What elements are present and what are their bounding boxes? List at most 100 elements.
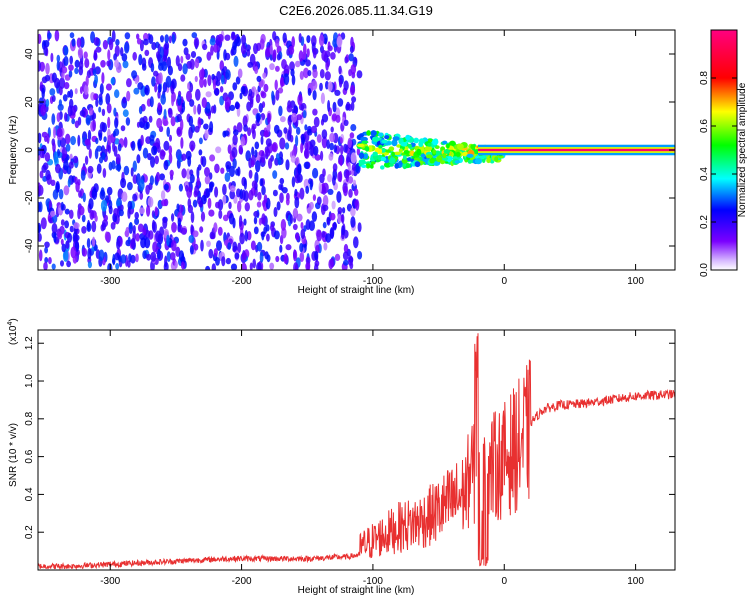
spectrogram-cell bbox=[268, 158, 273, 169]
spectrogram-cell bbox=[243, 178, 247, 190]
spectrogram-cell bbox=[150, 156, 155, 168]
spectrogram-cell bbox=[163, 140, 170, 151]
spectrogram-cell bbox=[108, 205, 113, 215]
spectrogram-cell bbox=[106, 60, 111, 67]
spectrogram-cell bbox=[389, 163, 394, 167]
spectrogram-cell bbox=[60, 238, 64, 246]
spectrogram-cell bbox=[311, 80, 318, 91]
spectrogram-cell bbox=[81, 214, 86, 223]
spectrogram-cell bbox=[347, 161, 351, 172]
snr-series-line bbox=[38, 333, 675, 570]
spectrogram-cell bbox=[247, 61, 254, 68]
spectrogram-cell bbox=[94, 148, 99, 160]
spectrogram-cell bbox=[171, 78, 177, 90]
spectrogram-cell bbox=[137, 223, 144, 233]
spectrogram-cell bbox=[38, 184, 44, 196]
spectrogram-cell bbox=[60, 137, 66, 148]
spectrogram-cell bbox=[125, 226, 130, 238]
spectrogram-cell bbox=[209, 37, 216, 46]
spectrogram-cell bbox=[160, 190, 166, 201]
spectrogram-cell bbox=[197, 116, 202, 129]
spectrogram-cell bbox=[322, 168, 326, 177]
spectrogram-cell bbox=[180, 74, 186, 82]
spectrogram-cell bbox=[88, 148, 92, 159]
spectrogram-cell bbox=[372, 151, 378, 157]
snr-xtick-label: -200 bbox=[232, 576, 252, 587]
spectrogram-cell bbox=[359, 152, 365, 159]
spectrogram-cell bbox=[365, 163, 371, 169]
spectrogram-cell bbox=[312, 89, 317, 101]
spectrogram-cell bbox=[304, 148, 309, 159]
spectrogram-cell bbox=[114, 59, 119, 68]
spectrogram-cell bbox=[229, 185, 236, 193]
spectrogram-cell bbox=[44, 241, 50, 248]
spectrogram-cell bbox=[136, 38, 142, 45]
snr-frame bbox=[37, 329, 676, 571]
spectrogram-cell bbox=[466, 153, 474, 158]
spectrogram-cell bbox=[202, 43, 208, 51]
spectrogram-cell bbox=[103, 136, 107, 143]
spectrogram-cell bbox=[41, 76, 48, 84]
spectrogram-cell bbox=[351, 163, 357, 171]
spectrogram-cell bbox=[74, 59, 80, 68]
spectrogram-cell bbox=[309, 144, 315, 157]
spectrogram-cell bbox=[277, 87, 284, 94]
spectrogram-cell bbox=[131, 140, 136, 151]
spectrogram-cell bbox=[320, 150, 324, 161]
spectrogram-cell bbox=[355, 199, 360, 211]
spectrogram-cell bbox=[442, 152, 447, 159]
spectrogram-cell bbox=[180, 261, 186, 270]
spectrogram-cell bbox=[296, 126, 301, 135]
spectrogram-cell bbox=[285, 198, 290, 206]
spectrogram-cell bbox=[108, 161, 113, 171]
spectrogram-cell bbox=[326, 139, 330, 150]
spectrogram-cell bbox=[98, 106, 102, 113]
spectrogram-cell bbox=[52, 189, 59, 200]
spectrogram-cell bbox=[212, 79, 217, 91]
spectrogram-cell bbox=[165, 75, 172, 88]
spectrogram-cell bbox=[145, 121, 150, 129]
spectrogram-cell bbox=[125, 117, 131, 126]
spectrogram-cell bbox=[266, 233, 270, 242]
spectrogram-cell bbox=[341, 225, 345, 236]
spectrogram-cell bbox=[220, 74, 225, 85]
spectrogram-cell bbox=[263, 83, 269, 93]
spectrogram-cell bbox=[186, 90, 192, 103]
spectrogram-cell bbox=[174, 260, 178, 269]
spectrogram-cell bbox=[253, 216, 258, 225]
spectrogram-cell bbox=[272, 189, 278, 197]
spectrogram-cell bbox=[223, 130, 230, 137]
spectrogram-cell bbox=[332, 221, 337, 231]
spectrogram-cell bbox=[152, 241, 158, 253]
spectrogram-cell bbox=[394, 163, 400, 169]
spectrogram-cell bbox=[180, 137, 184, 149]
spectrogram-cell bbox=[38, 201, 41, 213]
spectrogram-cell bbox=[110, 222, 116, 230]
spectrogram-cell bbox=[350, 216, 356, 228]
spectrogram-cell bbox=[303, 67, 309, 79]
spectrogram-cell bbox=[230, 48, 234, 56]
spectrogram-cell bbox=[107, 116, 111, 129]
spectrogram-cell bbox=[122, 96, 127, 104]
spectrogram-cell bbox=[61, 146, 68, 159]
spectrogram-cell bbox=[101, 145, 105, 154]
spectrogram-cell bbox=[142, 227, 147, 236]
spectrogram-cell bbox=[70, 135, 76, 146]
spectrogram-cell bbox=[191, 32, 198, 39]
colorbar-frame bbox=[710, 29, 738, 271]
spectrogram-cell bbox=[137, 82, 144, 90]
spectrogram-cell bbox=[338, 77, 343, 88]
spectrogram-cell bbox=[229, 165, 235, 178]
spectrogram-cell bbox=[148, 115, 153, 123]
spectrogram-cell bbox=[138, 106, 143, 115]
spectrogram-cell bbox=[249, 95, 254, 105]
spectrogram-cell bbox=[132, 160, 137, 173]
spectrogram-cell bbox=[291, 176, 296, 188]
spectrogram-cell bbox=[228, 201, 232, 210]
spectrogram-cell bbox=[120, 177, 127, 189]
spectrogram-cell bbox=[51, 222, 58, 234]
spectrogram-cell bbox=[323, 242, 328, 251]
spectrogram-cell bbox=[106, 186, 113, 196]
